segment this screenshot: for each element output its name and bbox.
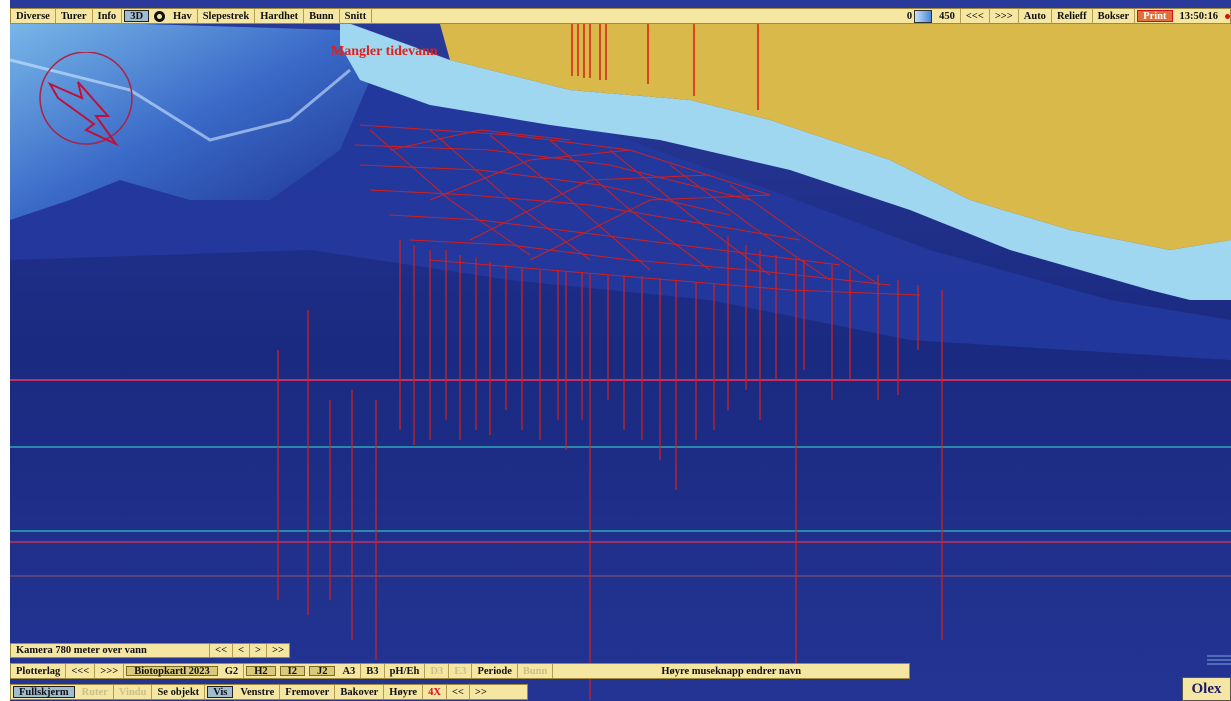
hoyre-button[interactable]: Høyre [384, 685, 424, 699]
relieff-button[interactable]: Relieff [1052, 9, 1093, 23]
layer-i2[interactable]: I2 [279, 666, 305, 677]
drop-lines [277, 236, 943, 700]
se-objekt-button[interactable]: Se objekt [152, 685, 206, 699]
bathymetry-3d-map[interactable] [10, 0, 1231, 701]
layer-bunn[interactable]: Bunn [518, 664, 554, 678]
prev-button[interactable]: <<< [961, 9, 990, 23]
layer-ph-eh[interactable]: pH/Eh [385, 664, 426, 678]
layer-next-button[interactable]: >>> [95, 664, 125, 678]
ruter-button[interactable]: Ruter [77, 685, 114, 699]
layer-h2[interactable]: H2 [246, 666, 276, 677]
plotter-layer-bar: Plotterlag <<< >>> Biotopkartl 2023 G2 H… [10, 663, 910, 679]
nav-forward-button[interactable]: >> [474, 686, 487, 698]
layer-prev-button[interactable]: <<< [66, 664, 96, 678]
menu-slepestrek[interactable]: Slepestrek [198, 9, 256, 23]
layer-e3[interactable]: E3 [449, 664, 473, 678]
land-markers [571, 24, 759, 110]
bokser-button[interactable]: Bokser [1093, 9, 1136, 23]
menu-info[interactable]: Info [93, 9, 123, 23]
menu-hardhet[interactable]: Hardhet [255, 9, 305, 23]
camera-back[interactable]: < [233, 644, 251, 657]
layer-g2[interactable]: G2 [220, 664, 245, 678]
chart-viewport[interactable] [10, 0, 1231, 701]
nav-back-button[interactable]: << [447, 685, 470, 699]
rename-hint: Høyre museknapp endrer navn [661, 665, 802, 677]
upper-slope-ridge [10, 58, 351, 142]
camera-bar: Kamera 780 meter over vann << < > >> [10, 643, 290, 658]
camera-forward[interactable]: > [250, 644, 268, 657]
camera-height-label: Kamera 780 meter over vann [11, 644, 211, 657]
layer-a3[interactable]: A3 [337, 664, 362, 678]
tide-warning: Mangler tidevann [331, 44, 438, 59]
upper-slope [10, 20, 370, 220]
auto-button[interactable]: Auto [1019, 9, 1052, 23]
fullscreen-button[interactable]: Fullskjerm [13, 686, 75, 698]
clock: 13:50:16 [1179, 10, 1219, 22]
target-icon[interactable] [154, 10, 166, 22]
plotter-label: Plotterlag [11, 664, 67, 678]
vindu-button[interactable]: Vindu [114, 685, 153, 699]
grid-lines [10, 379, 1231, 577]
menu-hav[interactable]: Hav [168, 9, 198, 23]
venstre-button[interactable]: Venstre [235, 685, 281, 699]
menu-turer[interactable]: Turer [56, 9, 93, 23]
depth-color-scale[interactable] [914, 9, 933, 23]
menu-snitt[interactable]: Snitt [340, 9, 373, 23]
layer-j2[interactable]: J2 [308, 666, 336, 677]
camera-fast-back[interactable]: << [210, 644, 234, 657]
vis-button[interactable]: Vis [207, 686, 234, 698]
status-dot-icon [1225, 13, 1230, 19]
land-area [440, 24, 1231, 250]
navigation-bar: Fullskjerm Ruter Vindu Se objekt Vis Ven… [10, 684, 528, 700]
olex-logo: Olex [1182, 677, 1231, 701]
depth-min: 0 [906, 10, 913, 22]
shallow-shelf [340, 20, 1231, 300]
menu-diverse[interactable]: Diverse [11, 9, 56, 23]
scale-marker-icon [1207, 655, 1231, 665]
next-button[interactable]: >>> [990, 9, 1019, 23]
layer-biotopkart[interactable]: Biotopkartl 2023 [126, 666, 218, 677]
menu-3d[interactable]: 3D [124, 10, 150, 22]
compass-arrow-icon[interactable] [38, 52, 138, 160]
layer-periode[interactable]: Periode [472, 664, 518, 678]
depth-max[interactable]: 450 [934, 9, 961, 23]
fremover-button[interactable]: Fremover [280, 685, 336, 699]
camera-fast-forward[interactable]: >> [272, 645, 284, 656]
layer-d3[interactable]: D3 [425, 664, 450, 678]
layer-b3[interactable]: B3 [361, 664, 385, 678]
menu-bunn[interactable]: Bunn [304, 9, 340, 23]
speed-4x-button[interactable]: 4X [423, 685, 447, 699]
print-button[interactable]: Print [1137, 10, 1173, 22]
survey-tracks [354, 124, 921, 296]
bakover-button[interactable]: Bakover [335, 685, 385, 699]
top-menu-bar: Diverse Turer Info 3D Hav Slepestrek Har… [10, 8, 1231, 24]
